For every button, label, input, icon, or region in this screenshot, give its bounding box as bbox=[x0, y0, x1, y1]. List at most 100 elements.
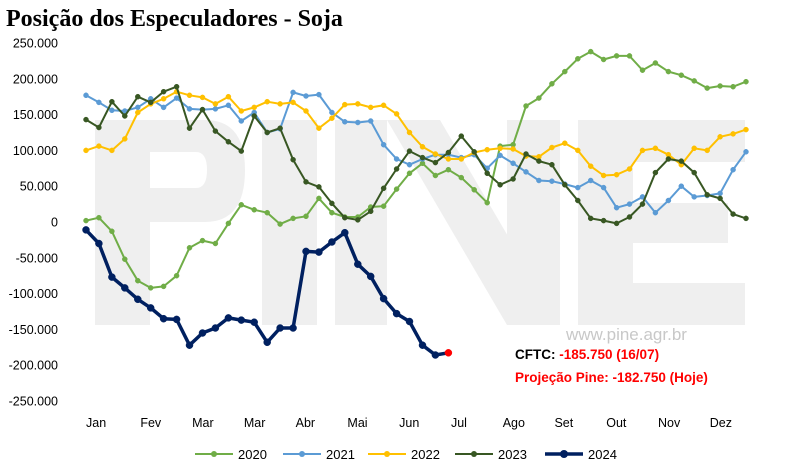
x-tick-label: Out bbox=[606, 416, 627, 430]
data-point-2024 bbox=[250, 318, 258, 326]
data-point-2021 bbox=[691, 194, 697, 200]
legend-item-2022: 2022 bbox=[368, 447, 440, 462]
cftc-label: CFTC: bbox=[515, 347, 559, 362]
data-point-2024 bbox=[108, 273, 116, 281]
y-tick-label: 250.000 bbox=[13, 37, 58, 51]
data-point-2021 bbox=[536, 177, 542, 184]
data-point-2021 bbox=[290, 89, 296, 96]
projection-value: -182.750 (Hoje) bbox=[613, 370, 708, 385]
data-point-2023 bbox=[238, 148, 245, 154]
legend-item-2024: 2024 bbox=[545, 447, 617, 462]
data-point-2024 bbox=[431, 351, 440, 359]
data-point-2023 bbox=[549, 161, 555, 168]
data-point-2020 bbox=[717, 83, 723, 89]
data-point-2020 bbox=[96, 214, 102, 221]
data-point-2021 bbox=[510, 160, 516, 167]
legend-label: 2022 bbox=[411, 447, 440, 462]
pine-watermark-logo: www.pine.agr.br bbox=[95, 120, 745, 344]
x-tick-label: Set bbox=[554, 416, 573, 430]
data-point-2023 bbox=[355, 217, 361, 223]
x-tick-label: Abr bbox=[296, 416, 315, 430]
data-point-2021 bbox=[367, 118, 374, 124]
data-point-2023 bbox=[678, 158, 685, 164]
data-point-2021 bbox=[678, 183, 685, 189]
data-point-2021 bbox=[225, 102, 232, 109]
data-point-2023 bbox=[458, 133, 465, 139]
data-point-2020 bbox=[484, 199, 490, 206]
data-point-2023 bbox=[277, 125, 283, 131]
data-point-2024 bbox=[185, 341, 194, 349]
data-point-2023 bbox=[419, 154, 426, 161]
data-point-2020 bbox=[147, 285, 154, 291]
data-point-2020 bbox=[536, 95, 542, 101]
data-point-2020 bbox=[316, 195, 322, 202]
data-point-2024 bbox=[315, 248, 323, 256]
data-point-2023 bbox=[329, 200, 335, 207]
data-point-2022 bbox=[186, 92, 193, 99]
x-tick-label: Dez bbox=[710, 416, 732, 430]
cftc-value: -185.750 (16/07) bbox=[559, 347, 659, 362]
data-point-2023 bbox=[406, 148, 413, 154]
data-point-2022 bbox=[83, 147, 89, 154]
data-point-2023 bbox=[691, 169, 697, 176]
data-point-2022 bbox=[587, 163, 594, 169]
data-point-2023 bbox=[122, 113, 128, 119]
data-point-2022 bbox=[575, 147, 581, 154]
data-point-2020 bbox=[523, 103, 529, 109]
data-point-2022 bbox=[199, 94, 206, 101]
data-point-2023 bbox=[173, 83, 180, 90]
data-point-2021 bbox=[626, 201, 633, 207]
data-point-2022 bbox=[730, 131, 736, 137]
data-point-2024 bbox=[289, 324, 297, 332]
data-point-2022 bbox=[743, 126, 749, 133]
data-point-2024 bbox=[224, 314, 233, 322]
data-point-2024 bbox=[366, 272, 375, 281]
data-point-2023 bbox=[160, 88, 167, 95]
data-point-2022 bbox=[639, 147, 646, 154]
data-point-2023 bbox=[626, 214, 633, 220]
data-point-2023 bbox=[652, 169, 659, 176]
data-point-2021 bbox=[160, 104, 167, 111]
data-point-2021 bbox=[523, 169, 529, 175]
x-tick-label: Ago bbox=[503, 416, 525, 430]
data-point-2021 bbox=[587, 177, 594, 184]
data-point-2024 bbox=[418, 341, 427, 349]
projection-label: Projeção Pine: bbox=[515, 370, 613, 385]
data-point-2024 bbox=[392, 309, 401, 318]
data-point-2022 bbox=[225, 93, 232, 100]
data-point-2023 bbox=[393, 166, 400, 172]
data-point-2023 bbox=[717, 195, 723, 202]
data-point-2021 bbox=[743, 149, 749, 155]
chart-title: Posição dos Especuladores - Soja bbox=[6, 6, 343, 32]
data-point-2021 bbox=[730, 166, 736, 173]
data-point-2020 bbox=[212, 240, 219, 247]
data-point-2020 bbox=[290, 215, 296, 222]
data-point-2023 bbox=[665, 156, 672, 162]
data-point-2021 bbox=[575, 184, 581, 191]
data-point-2022 bbox=[367, 104, 374, 111]
x-tick-label: Mar bbox=[244, 416, 266, 430]
y-tick-label: 0 bbox=[51, 216, 58, 230]
legend-item-2020: 2020 bbox=[195, 447, 267, 462]
data-point-2022 bbox=[393, 111, 400, 117]
data-point-2020 bbox=[549, 81, 555, 87]
data-point-2024 bbox=[263, 338, 271, 347]
data-point-2022 bbox=[96, 143, 102, 149]
x-tick-label: Fev bbox=[140, 416, 162, 430]
series-2020 bbox=[83, 48, 749, 291]
legend-label: 2021 bbox=[326, 447, 355, 462]
data-point-2024 bbox=[354, 260, 362, 268]
data-point-2022 bbox=[549, 144, 555, 151]
data-point-2020 bbox=[562, 68, 568, 75]
x-tick-label: Mar bbox=[192, 416, 214, 430]
data-point-2021 bbox=[613, 204, 620, 211]
data-point-2020 bbox=[678, 72, 685, 78]
data-point-2023 bbox=[432, 159, 439, 166]
data-point-2021 bbox=[355, 119, 361, 126]
data-point-2021 bbox=[393, 156, 400, 162]
data-point-2020 bbox=[238, 202, 245, 208]
data-point-2024 bbox=[341, 228, 349, 237]
data-point-2020 bbox=[613, 53, 620, 59]
data-point-2023 bbox=[730, 211, 736, 217]
data-point-2022 bbox=[652, 145, 659, 152]
